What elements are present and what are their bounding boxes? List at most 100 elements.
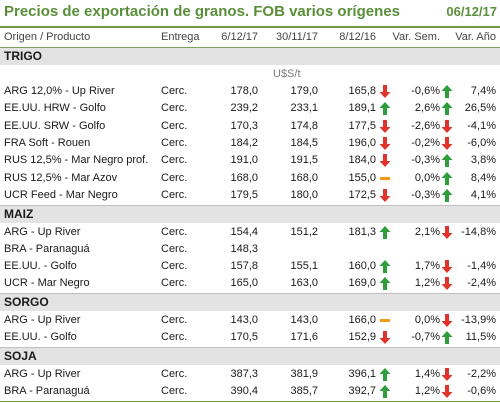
section-title: SORGO — [4, 295, 49, 310]
product-cell: RUS 12,5% - Mar Azov — [4, 171, 118, 184]
var-sem-cell: 0,0% — [414, 314, 440, 326]
var-sem-cell: 2,1% — [414, 225, 440, 238]
var-anio-cell: 4,1% — [470, 188, 496, 201]
flat-dash-icon — [379, 170, 391, 187]
table-row: ARG 12,0% - Up River Cerc. 178,0 179,0 165,8… — [0, 83, 500, 100]
price-date-3-cell: 184,0 — [348, 154, 376, 167]
var-sem-cell: 1,2% — [414, 385, 440, 398]
var-sem-cell: 1,4% — [414, 367, 440, 380]
var-sem-cell: 0,0% — [414, 171, 440, 184]
price-date-1-cell: 157,8 — [230, 260, 258, 273]
price-date-3-cell: 169,0 — [348, 277, 376, 290]
delivery-cell: Cerc. — [161, 154, 188, 167]
col-header-product: Origen / Producto — [4, 31, 91, 43]
delivery-cell: Cerc. — [161, 242, 188, 255]
price-date-2-cell: 151,2 — [290, 225, 318, 238]
product-cell: EE.UU. HRW - Golfo — [4, 102, 106, 115]
section-header-sorgo: SORGO — [0, 294, 500, 312]
price-date-3-cell: 172,5 — [348, 188, 376, 201]
var-anio-cell: 8,4% — [470, 171, 496, 184]
table-row: EE.UU. HRW - Golfo Cerc. 239,2 233,1 189,1 2,… — [0, 100, 500, 117]
product-cell: ARG - Up River — [4, 314, 81, 326]
price-date-3-cell: 165,8 — [348, 85, 376, 98]
var-sem-cell: -0,7% — [411, 331, 440, 344]
price-date-3-cell: 189,1 — [348, 102, 376, 115]
up-arrow-icon — [379, 224, 391, 241]
var-anio-cell: -14,8% — [461, 225, 496, 238]
price-date-2-cell — [268, 241, 318, 258]
var-sem-cell: -0,3% — [411, 188, 440, 201]
price-date-2-cell: 171,6 — [290, 331, 318, 344]
var-anio-cell: -1,4% — [467, 260, 496, 273]
table-row: BRA - Paranaguá Cerc. 148,3 — [0, 241, 500, 258]
down-arrow-icon — [379, 329, 391, 346]
down-arrow-icon — [379, 118, 391, 135]
price-date-3-cell: 166,0 — [348, 314, 376, 326]
col-header-var-sem: Var. Sem. — [392, 31, 440, 43]
price-date-1-cell: 184,2 — [230, 137, 258, 149]
delivery-cell: Cerc. — [161, 85, 188, 98]
product-cell: ARG 12,0% - Up River — [4, 85, 115, 98]
table-row: ARG - Up River Cerc. 154,4 151,2 181,3 2,1% -1… — [0, 224, 500, 241]
bottom-divider — [0, 401, 500, 402]
table-row: EE.UU. - Golfo Cerc. 157,8 155,1 160,0 1,7% -1… — [0, 258, 500, 275]
down-arrow-icon — [441, 275, 453, 292]
price-date-1-cell: 179,5 — [230, 188, 258, 201]
up-arrow-icon — [379, 100, 391, 117]
report-title: Precios de exportación de granos. FOB va… — [4, 3, 400, 20]
flat-dash-icon — [379, 312, 391, 329]
product-cell: RUS 12,5% - Mar Negro prof. — [4, 154, 149, 167]
section-divider — [0, 204, 500, 206]
product-cell: EE.UU. SRW - Golfo — [4, 119, 106, 132]
product-cell: ARG - Up River — [4, 367, 81, 380]
price-date-2-cell: 191,5 — [290, 154, 318, 167]
section-title: MAIZ — [4, 206, 34, 221]
price-date-2-cell: 385,7 — [290, 385, 318, 398]
down-arrow-icon — [379, 152, 391, 169]
price-date-3-cell: 152,9 — [348, 331, 376, 344]
price-date-3-cell — [330, 241, 376, 258]
down-arrow-icon — [441, 258, 453, 275]
price-date-1-cell: 165,0 — [230, 277, 258, 290]
up-arrow-icon — [379, 366, 391, 383]
product-cell: BRA - Paranaguá — [4, 385, 90, 398]
product-cell: ARG - Up River — [4, 225, 81, 238]
up-arrow-icon — [441, 170, 453, 187]
price-date-2-cell: 184,5 — [290, 137, 318, 149]
delivery-cell: Cerc. — [161, 188, 188, 201]
up-arrow-icon — [379, 383, 391, 400]
var-anio-cell: 7,4% — [470, 85, 496, 98]
col-header-var-anio: Var. Año — [455, 31, 496, 43]
var-anio-cell: 26,5% — [464, 102, 496, 115]
down-arrow-icon — [441, 366, 453, 383]
price-date-1-cell: 154,4 — [230, 225, 258, 238]
up-arrow-icon — [379, 258, 391, 275]
col-header-date-2: 30/11/17 — [275, 31, 318, 43]
delivery-cell: Cerc. — [161, 385, 188, 398]
price-date-2-cell: 381,9 — [290, 367, 318, 380]
price-date-1-cell: 239,2 — [230, 102, 258, 115]
report-header: Precios de exportación de granos. FOB va… — [0, 0, 500, 26]
down-arrow-icon — [379, 135, 391, 152]
price-date-2-cell: 179,0 — [290, 85, 318, 98]
price-date-2-cell: 168,0 — [290, 171, 318, 184]
var-anio-cell: 3,8% — [470, 154, 496, 167]
price-date-1-cell: 387,3 — [230, 367, 258, 380]
var-anio-cell: -2,4% — [467, 277, 496, 290]
price-date-3-cell: 396,1 — [348, 367, 376, 380]
down-arrow-icon — [379, 187, 391, 204]
var-anio-cell: -6,0% — [467, 137, 496, 149]
table-row: ARG - Up River Cerc. 387,3 381,9 396,1 1,4% -2… — [0, 366, 500, 383]
table-row: RUS 12,5% - Mar Negro prof. Cerc. 191,0 191… — [0, 152, 500, 169]
var-sem-cell: -0,2% — [411, 137, 440, 149]
down-arrow-icon — [441, 118, 453, 135]
delivery-cell: Cerc. — [161, 367, 188, 380]
price-date-2-cell: 233,1 — [290, 102, 318, 115]
var-sem-cell: -2,6% — [411, 119, 440, 132]
down-arrow-icon — [441, 312, 453, 329]
header-divider — [0, 26, 500, 28]
delivery-cell: Cerc. — [161, 137, 188, 149]
price-date-2-cell: 180,0 — [290, 188, 318, 201]
price-date-1-cell: 390,4 — [230, 385, 258, 398]
product-cell: UCR - Mar Negro — [4, 277, 90, 290]
